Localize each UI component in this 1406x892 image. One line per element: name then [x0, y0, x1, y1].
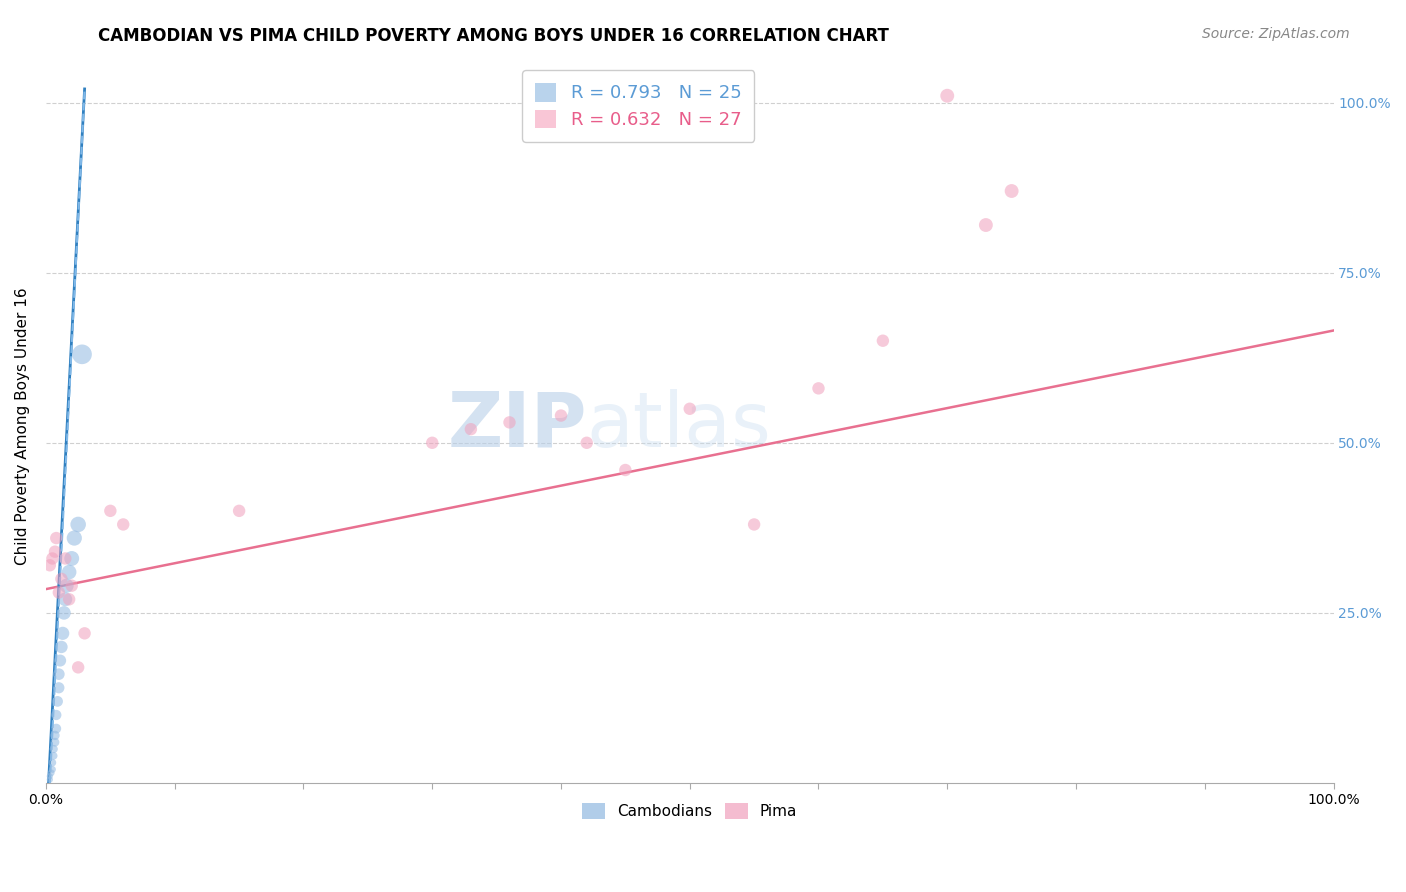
Point [45, 531, 67, 545]
Point [936, 88, 959, 103]
Point [53, 592, 76, 607]
Point [42, 742, 65, 756]
Point [1001, 184, 1024, 198]
Point [55, 579, 77, 593]
Point [974, 218, 997, 232]
Point [70, 347, 93, 361]
Point [48, 585, 70, 599]
Y-axis label: Child Poverty Among Boys Under 16: Child Poverty Among Boys Under 16 [15, 287, 30, 565]
Point [51, 572, 73, 586]
Point [44, 735, 66, 749]
Point [67, 660, 90, 674]
Point [614, 463, 637, 477]
Text: Source: ZipAtlas.com: Source: ZipAtlas.com [1202, 27, 1350, 41]
Point [44, 544, 66, 558]
Point [58, 592, 80, 607]
Point [41, 763, 63, 777]
Point [41, 551, 63, 566]
Point [48, 681, 70, 695]
Point [52, 626, 75, 640]
Point [550, 409, 572, 423]
Point [498, 416, 520, 430]
Point [42, 748, 65, 763]
Point [45, 708, 67, 723]
Text: ZIP: ZIP [447, 389, 586, 463]
Point [51, 640, 73, 654]
Point [53, 606, 76, 620]
Point [38, 769, 60, 783]
Point [872, 334, 894, 348]
Point [39, 765, 62, 780]
Point [575, 435, 598, 450]
Point [38, 558, 60, 573]
Point [49, 654, 72, 668]
Point [53, 551, 76, 566]
Point [58, 565, 80, 579]
Legend: Cambodians, Pima: Cambodians, Pima [576, 797, 803, 825]
Point [48, 667, 70, 681]
Point [112, 517, 135, 532]
Point [98, 504, 121, 518]
Point [228, 504, 250, 518]
Point [60, 551, 83, 566]
Text: atlas: atlas [586, 389, 772, 463]
Point [41, 756, 63, 770]
Point [679, 401, 702, 416]
Point [420, 435, 443, 450]
Point [73, 626, 96, 640]
Point [807, 381, 830, 395]
Point [67, 517, 90, 532]
Point [742, 517, 765, 532]
Point [45, 722, 67, 736]
Point [44, 728, 66, 742]
Point [63, 531, 86, 545]
Point [60, 579, 83, 593]
Text: CAMBODIAN VS PIMA CHILD POVERTY AMONG BOYS UNDER 16 CORRELATION CHART: CAMBODIAN VS PIMA CHILD POVERTY AMONG BO… [98, 27, 890, 45]
Point [46, 694, 69, 708]
Point [460, 422, 482, 436]
Point [38, 772, 60, 787]
